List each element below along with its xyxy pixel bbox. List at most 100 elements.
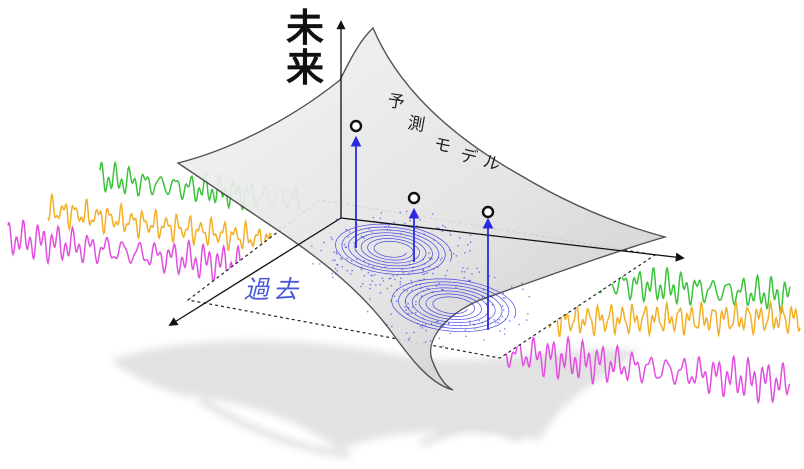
attractor-dot <box>386 228 389 231</box>
attractor-dot <box>461 270 463 273</box>
attractor-dot <box>408 263 411 266</box>
attractor-dot <box>363 275 366 277</box>
attractor-dot <box>385 226 388 228</box>
attractor-dot <box>415 300 417 303</box>
attractor-dot <box>419 219 421 221</box>
attractor-dot <box>463 271 466 273</box>
attractor-dot <box>366 310 369 313</box>
attractor-dot <box>360 235 363 238</box>
attractor-dot <box>416 322 419 325</box>
attractor-dot <box>389 277 392 280</box>
attractor-dot <box>334 267 337 270</box>
attractor-dot <box>331 238 333 241</box>
prediction-point-2 <box>407 191 421 205</box>
attractor-dot <box>407 312 410 315</box>
attractor-dot <box>335 251 338 253</box>
attractor-dot <box>469 234 472 236</box>
attractor-dot <box>436 226 438 229</box>
attractor-dot <box>428 252 430 254</box>
attractor-dot <box>481 296 484 299</box>
attractor-dot <box>455 286 457 289</box>
series-right-green <box>599 266 791 316</box>
attractor-dot <box>410 312 413 315</box>
attractor-dot <box>417 234 420 237</box>
attractor-dot <box>415 284 418 286</box>
attractor-dot <box>373 273 376 276</box>
attractor-dot <box>430 323 433 325</box>
series-right-orange <box>547 299 801 338</box>
attractor-dot <box>467 244 469 246</box>
attractor-dot <box>444 274 447 277</box>
attractor-dot <box>380 212 383 214</box>
attractor-dot <box>390 313 393 316</box>
attractor-dot <box>408 337 411 339</box>
attractor-dot <box>404 306 406 308</box>
attractor-dot <box>428 257 431 259</box>
attractor-dot <box>527 313 529 315</box>
attractor-dot <box>371 231 373 233</box>
attractor-dot <box>414 311 417 314</box>
attractor-dot <box>355 249 357 252</box>
attractor-dot <box>476 267 478 270</box>
attractor-dot <box>388 278 391 280</box>
attractor-dot <box>412 266 415 269</box>
attractor-dot <box>369 298 371 300</box>
attractor-dot <box>411 281 413 284</box>
model-label-char-1: 予 <box>386 91 406 113</box>
attractor-dot <box>411 289 413 292</box>
attractor-dot <box>503 333 506 335</box>
attractor-dot <box>340 258 343 261</box>
attractor-dot <box>335 252 338 255</box>
attractor-dot <box>441 289 443 291</box>
attractor-dot <box>485 303 488 305</box>
attractor-dot <box>407 306 410 309</box>
attractor-dot <box>488 317 491 320</box>
attractor-dot <box>459 237 461 239</box>
attractor-dot <box>464 329 467 332</box>
attractor-dot <box>505 289 507 292</box>
attractor-dot <box>418 279 421 281</box>
series-left-orange <box>47 192 301 264</box>
attractor-dot <box>502 309 505 311</box>
attractor-dot <box>341 266 344 268</box>
past-label: 過去 <box>244 275 303 304</box>
attractor-dot <box>336 270 338 272</box>
attractor-dot <box>415 303 417 306</box>
attractor-dot <box>406 289 409 292</box>
model-label-char-4: デ <box>458 144 480 168</box>
attractor-dot <box>422 269 425 272</box>
attractor-dot <box>422 317 424 320</box>
attractor-dot <box>504 318 507 321</box>
attractor-dot <box>331 272 334 275</box>
attractor-dot <box>469 322 471 325</box>
attractor-dot <box>421 324 424 326</box>
attractor-dot <box>405 332 408 335</box>
attractor-dot <box>462 267 464 269</box>
attractor-dot <box>439 259 442 261</box>
attractor-dot <box>323 241 326 244</box>
attractor-dot <box>379 217 382 220</box>
attractor-dot <box>421 327 424 329</box>
attractor-dot <box>402 271 405 274</box>
axis-right <box>340 217 685 262</box>
attractor-dot <box>459 324 462 327</box>
attractor-dot <box>389 229 392 232</box>
attractor-dot <box>478 271 481 273</box>
attractor-dot <box>453 253 455 255</box>
attractor-dot <box>375 284 377 286</box>
attractor-dot <box>360 268 363 271</box>
attractor-dot <box>510 286 513 288</box>
attractor-dot <box>370 274 372 277</box>
prediction-point-1 <box>349 119 363 133</box>
attractor-dot <box>419 325 422 328</box>
attractor-dot <box>522 288 524 291</box>
attractor-dot <box>446 269 449 272</box>
attractor-dot <box>528 295 531 298</box>
attractor-dot <box>369 283 372 286</box>
attractor-dot <box>422 258 425 261</box>
attractor-dot <box>466 267 469 270</box>
attractor-dot <box>350 273 352 275</box>
model-label-char-2: 測 <box>406 113 426 136</box>
attractor-dot <box>525 319 528 321</box>
attractor-dot <box>367 271 370 274</box>
